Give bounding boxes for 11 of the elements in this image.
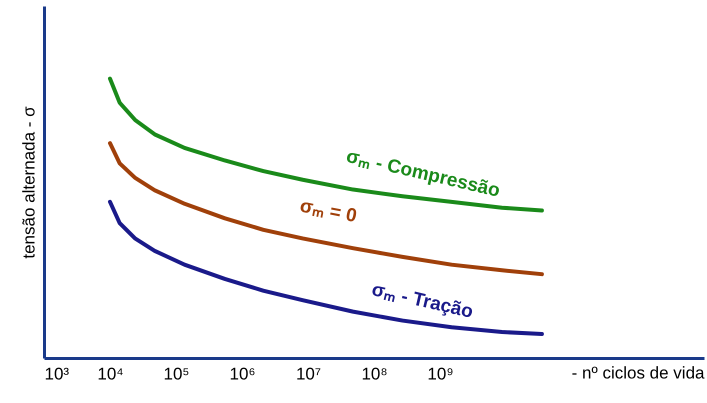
text: σₘ = 0	[298, 196, 358, 228]
x-tick-label: 10³	[44, 364, 70, 384]
y-axis-title: tensão alternada - σ	[20, 106, 38, 259]
x-tick-label: 10⁵	[164, 364, 190, 384]
x-tick-label: 10⁴	[97, 364, 124, 384]
x-tick-label: 10⁹	[427, 364, 454, 384]
x-axis-title: - nº ciclos de vida	[572, 364, 706, 382]
x-tick-label: 10⁷	[296, 364, 322, 384]
x-tick-label: 10⁸	[361, 364, 388, 384]
text: σₘ - Tração	[370, 279, 475, 323]
x-tick-label: 10⁶	[230, 364, 256, 384]
